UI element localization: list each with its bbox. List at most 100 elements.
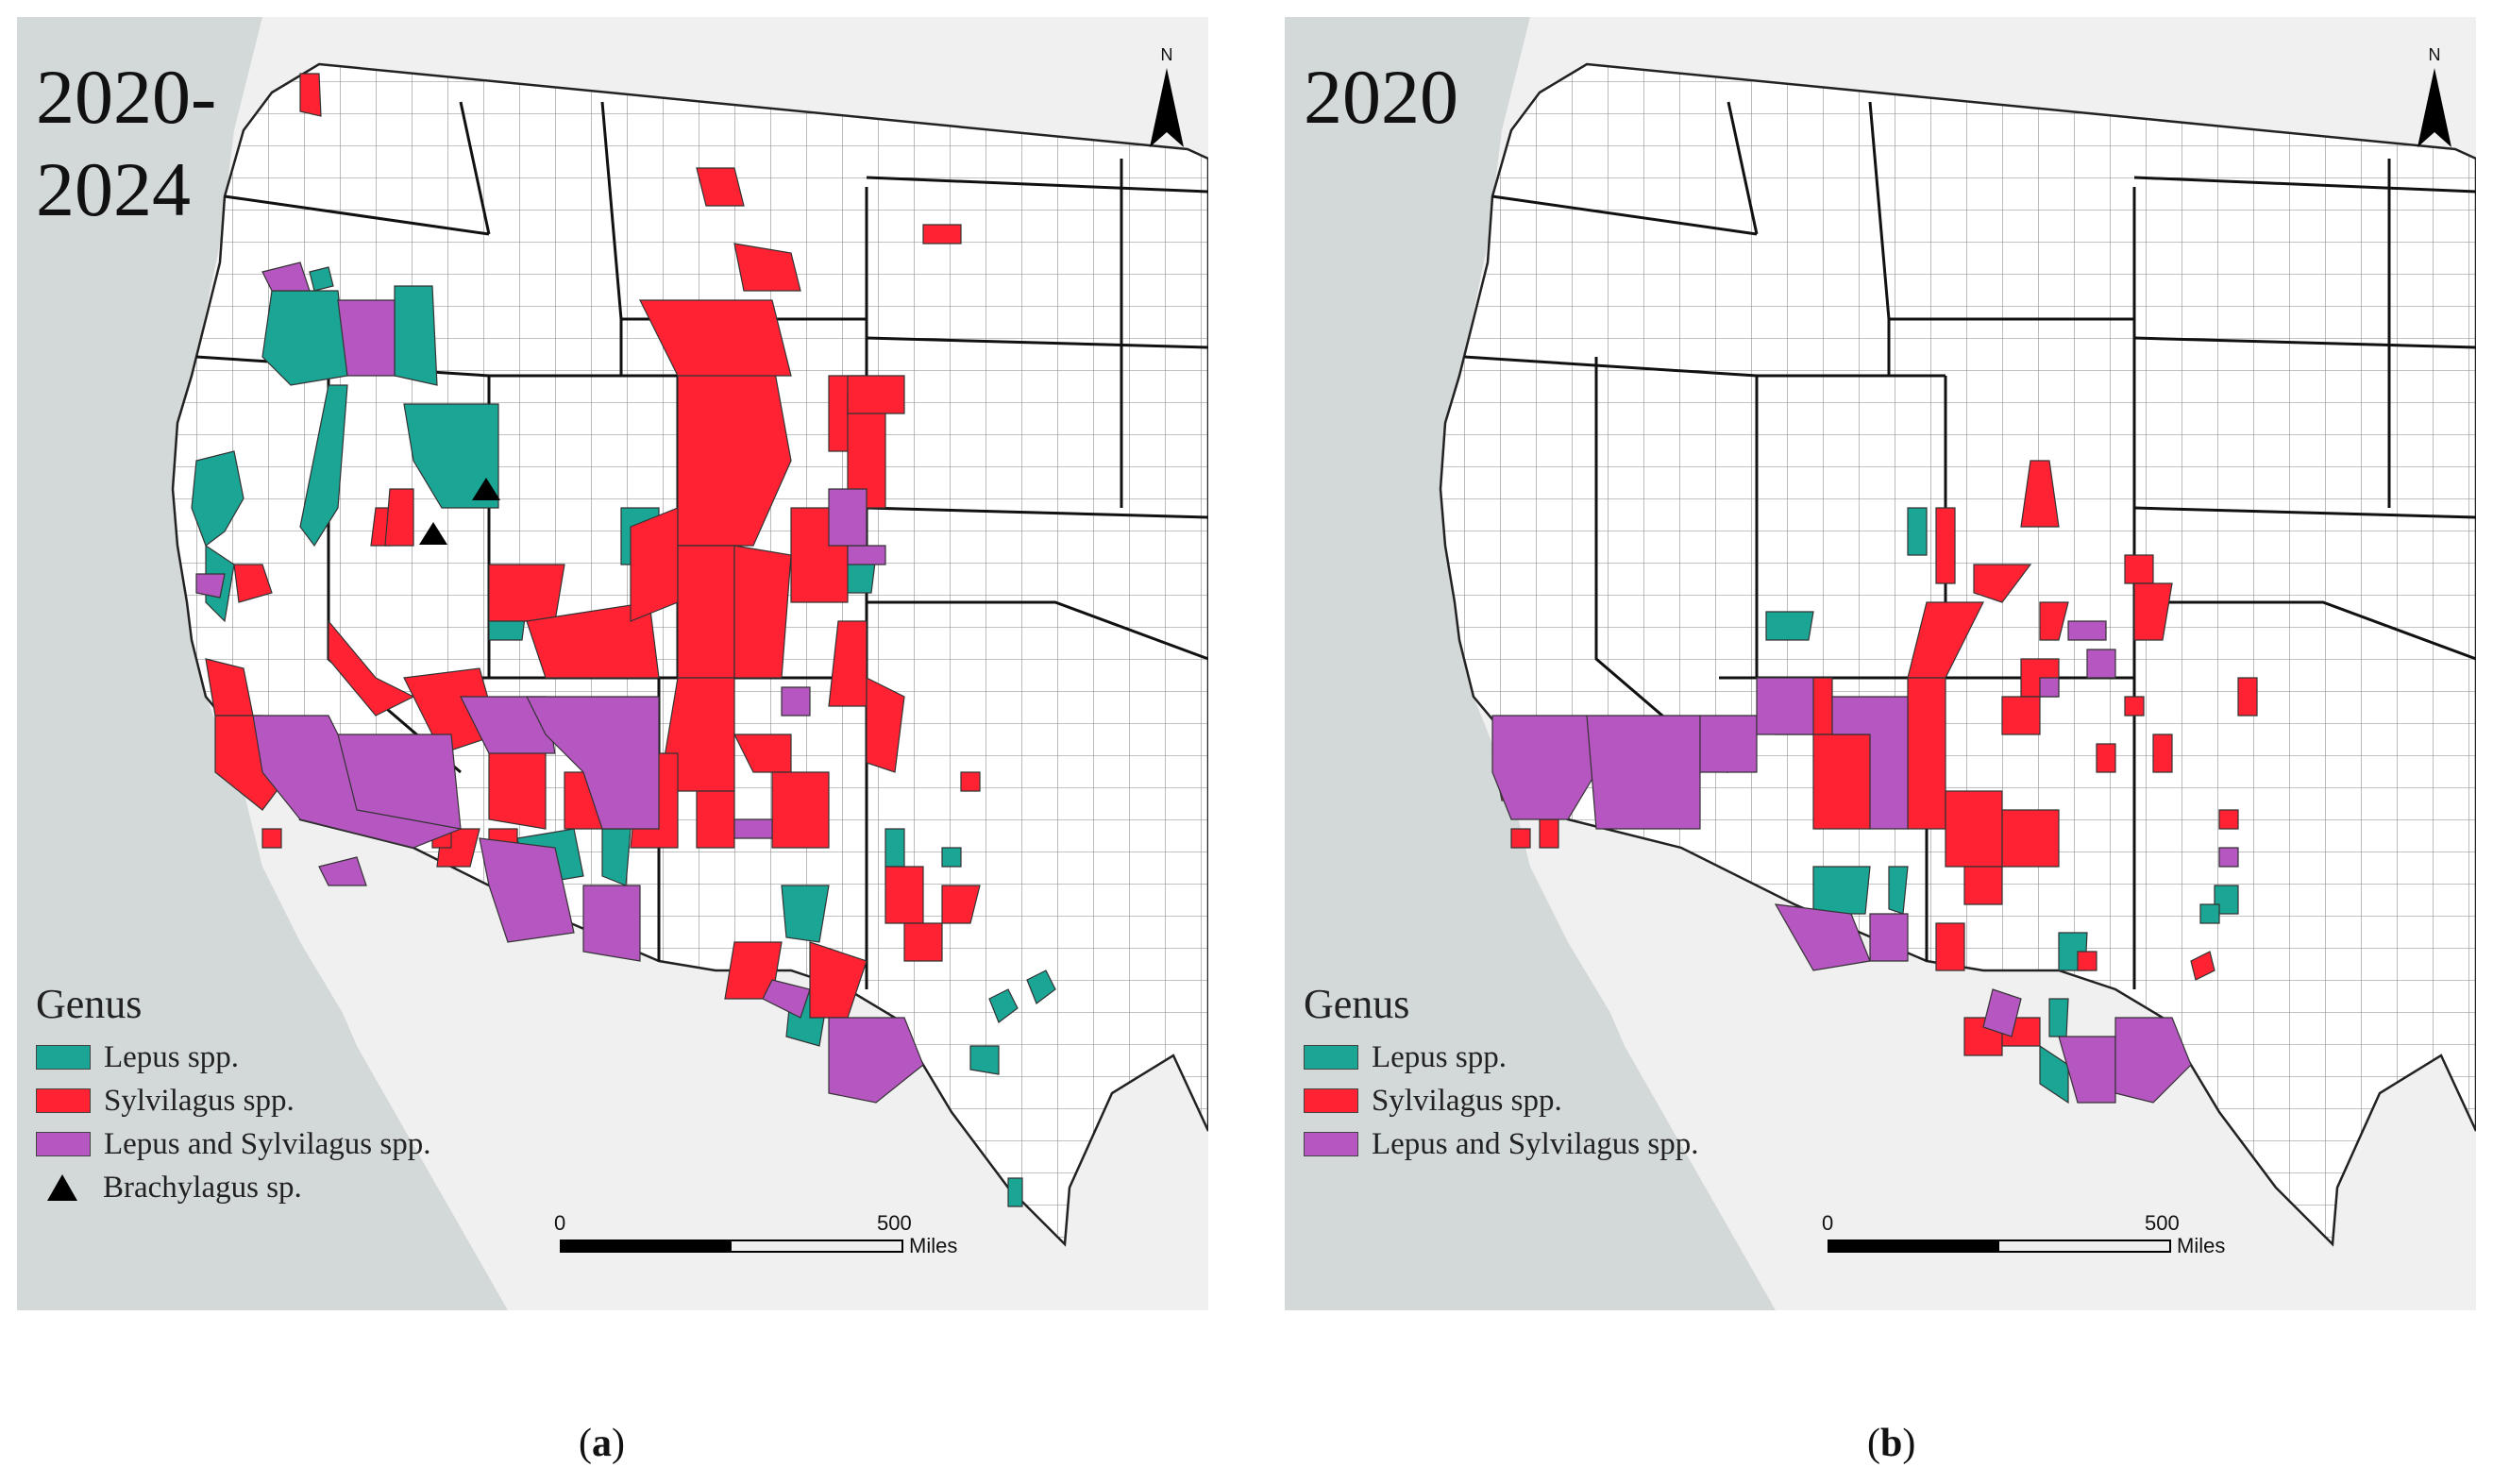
sylvilagus-county — [2096, 743, 2116, 773]
both-genera-county — [762, 979, 811, 1019]
both-genera-county — [1869, 913, 1909, 962]
lepus-county — [2199, 903, 2220, 924]
lepus-county — [309, 266, 334, 292]
legend: Genus Lepus spp. Sylvilagus spp. Lepus a… — [1304, 980, 1698, 1166]
sylvilagus-county — [2133, 582, 2173, 641]
sylvilagus-county — [960, 771, 981, 792]
both-genera-county — [733, 818, 773, 839]
both-swatch — [1304, 1132, 1358, 1156]
map-canvas-a — [17, 17, 1208, 1310]
north-label: N — [2428, 45, 2441, 64]
legend-item-lepus: Lepus spp. — [1304, 1036, 1698, 1079]
sylvilagus-county — [630, 507, 679, 622]
sylvilagus-swatch — [36, 1088, 91, 1113]
sylvilagus-county — [2077, 951, 2097, 971]
legend: Genus Lepus spp. Sylvilagus spp. Lepus a… — [36, 980, 430, 1209]
north-arrow: N — [2414, 45, 2455, 149]
sylvilagus-county — [2001, 696, 2041, 735]
both-genera-county — [195, 573, 226, 599]
lepus-county — [1812, 866, 1871, 915]
sylvilagus-county — [2218, 809, 2239, 830]
both-genera-county — [781, 686, 811, 717]
legend-label: Lepus spp. — [104, 1039, 239, 1074]
sylvilagus-county — [1510, 828, 1531, 849]
sylvilagus-county — [866, 677, 905, 773]
lepus-county — [1907, 507, 1928, 556]
sylvilagus-county — [922, 224, 962, 245]
legend-label: Brachylagus sp. — [103, 1170, 302, 1205]
both-genera-county — [2114, 1017, 2192, 1104]
sylvilagus-county — [1963, 866, 2003, 905]
both-genera-county — [847, 545, 886, 565]
scale-unit-label: Miles — [2177, 1234, 2226, 1257]
sylvilagus-county — [847, 375, 905, 414]
sylvilagus-county — [1945, 790, 2003, 868]
sylvilagus-county — [677, 545, 735, 679]
both-genera-county — [2039, 677, 2060, 698]
sylvilagus-county — [384, 488, 414, 547]
sylvilagus-county — [488, 564, 565, 622]
sylvilagus-county — [884, 866, 924, 924]
sylvilagus-county — [696, 790, 735, 849]
brachylagus-marker — [472, 478, 500, 500]
lepus-county — [1007, 1177, 1023, 1207]
legend-label: Sylvilagus spp. — [1372, 1083, 1562, 1118]
both-genera-county — [460, 696, 556, 754]
both-genera-county — [828, 1017, 924, 1104]
legend-title: Genus — [36, 981, 143, 1027]
caption-letter: b — [1880, 1422, 1903, 1465]
county-highlights — [1491, 460, 2258, 1105]
scale-bar: 0 500 Miles — [554, 1211, 957, 1268]
north-arrow: N — [1146, 45, 1188, 149]
brachylagus-marker — [419, 522, 447, 545]
both-genera-county — [582, 885, 641, 962]
sylvilagus-county — [1935, 507, 1956, 584]
sylvilagus-swatch — [1304, 1088, 1358, 1113]
both-genera-county — [479, 837, 575, 943]
sylvilagus-county — [639, 299, 792, 377]
scale-min-label: 0 — [1822, 1211, 1834, 1235]
lepus-county — [1765, 611, 1814, 641]
both-genera-county — [261, 261, 311, 292]
caption-b: (b) — [1867, 1422, 1916, 1465]
map-canvas-b — [1285, 17, 2476, 1310]
sylvilagus-county — [2152, 734, 2173, 773]
both-genera-county — [2058, 1036, 2116, 1104]
county-highlights — [191, 73, 1056, 1207]
sylvilagus-county — [733, 243, 801, 292]
sylvilagus-county — [2190, 951, 2215, 981]
sylvilagus-county — [328, 619, 415, 717]
sylvilagus-county — [2039, 601, 2069, 641]
lepus-county — [2039, 1044, 2069, 1105]
sylvilagus-county — [696, 167, 745, 207]
sylvilagus-county — [261, 828, 282, 849]
both-genera-county — [337, 299, 396, 377]
lepus-county — [191, 450, 244, 547]
both-genera-county — [2067, 620, 2107, 641]
map-title: 2020 — [1304, 54, 1458, 140]
sylvilagus-county — [233, 564, 273, 603]
both-genera-county — [526, 696, 660, 830]
baja-peninsula — [300, 819, 546, 1310]
sylvilagus-county — [1812, 734, 1871, 830]
sylvilagus-county — [2020, 460, 2060, 528]
lepus-county — [884, 828, 905, 868]
sylvilagus-county — [1907, 677, 1946, 830]
both-genera-county — [1756, 677, 1814, 735]
map-title: 2020- 2024 — [36, 54, 217, 232]
sylvilagus-county — [2124, 554, 2154, 584]
sylvilagus-county — [526, 601, 660, 679]
triangle-icon — [47, 1174, 77, 1201]
lepus-county — [601, 828, 632, 886]
sylvilagus-county — [771, 771, 830, 849]
both-genera-county — [1586, 715, 1701, 830]
lepus-county — [394, 285, 438, 386]
both-genera-county — [1831, 696, 1909, 830]
legend-item-both: Lepus and Sylvilagus spp. — [36, 1122, 430, 1166]
legend-title: Genus — [1304, 981, 1410, 1027]
scale-max-label: 500 — [2145, 1211, 2180, 1235]
north-arrow-icon — [1150, 68, 1184, 147]
sylvilagus-county — [1539, 818, 1559, 849]
north-label: N — [1160, 45, 1173, 64]
scale-max-label: 500 — [877, 1211, 912, 1235]
